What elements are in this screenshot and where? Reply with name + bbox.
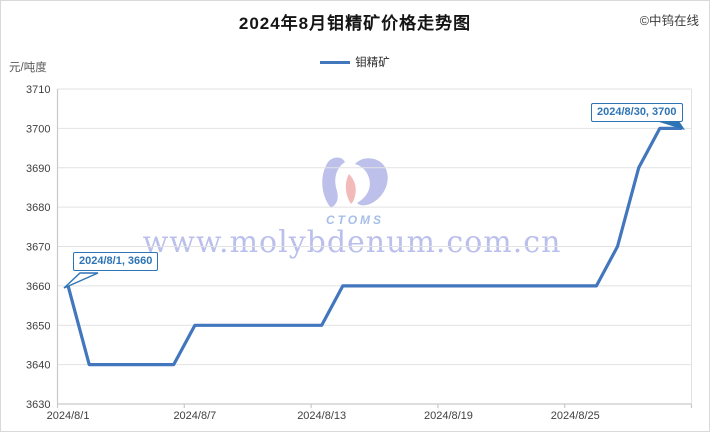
copyright-label: ©中钨在线	[639, 14, 699, 28]
legend-line-swatch	[320, 60, 351, 64]
legend: 钼精矿	[1, 54, 709, 70]
y-tick-label: 3710	[26, 84, 50, 96]
annotation-last-point: 2024/8/30, 3700	[591, 103, 683, 122]
chart-title: 2024年8月钼精矿价格走势图	[238, 14, 472, 33]
x-tick-label: 2024/8/25	[551, 410, 600, 422]
x-tick-label: 2024/8/7	[173, 410, 216, 422]
callout-wedge-first	[63, 272, 99, 289]
y-tick-label: 3640	[26, 360, 50, 372]
y-tick-label: 3670	[26, 242, 50, 254]
x-tick-label: 2024/8/13	[297, 410, 346, 422]
y-tick-label: 3680	[26, 202, 50, 214]
legend-series-label: 钼精矿	[355, 57, 390, 69]
x-tick-label: 2024/8/19	[424, 410, 473, 422]
y-tick-label: 3690	[26, 163, 50, 175]
annotation-first-point: 2024/8/1, 3660	[73, 252, 159, 271]
axes	[56, 89, 692, 405]
y-axis-unit-label: 元/吨度	[9, 62, 47, 74]
price-line-series	[66, 126, 683, 367]
x-tick-label: 2024/8/1	[47, 410, 90, 422]
y-tick-label: 3630	[26, 399, 50, 411]
axis-labels: 3630 3640 3650 3660 3670 3680 3690 3700 3710 2024…	[26, 84, 600, 422]
y-tick-label: 3650	[26, 320, 50, 332]
y-tick-label: 3660	[26, 281, 50, 293]
axis-ticks	[56, 404, 693, 408]
callout-wedge-last	[656, 121, 685, 130]
gridlines	[57, 88, 692, 366]
y-tick-label: 3700	[26, 123, 50, 135]
